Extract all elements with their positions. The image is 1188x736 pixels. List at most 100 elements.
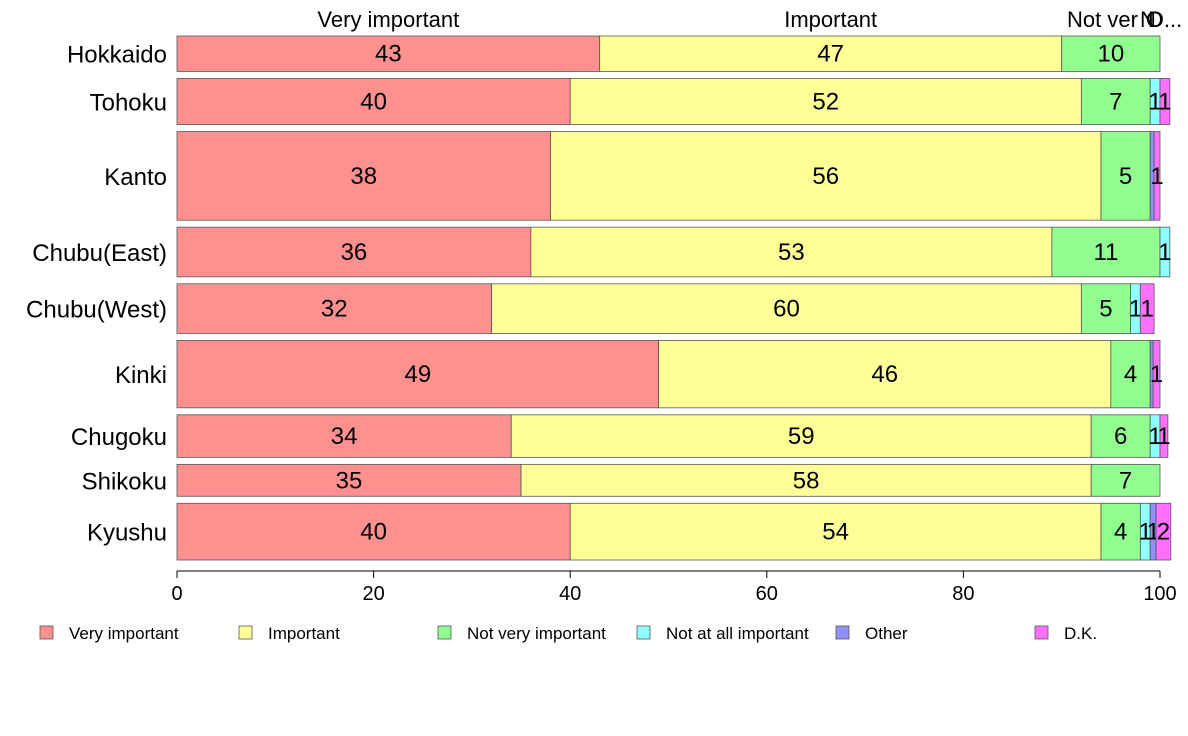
bar-chubu-east-not-very-important [1051, 226, 1161, 278]
legend: Very important Important Not very importan… [39, 624, 1097, 643]
bar-tohoku-important [569, 78, 1082, 125]
value-label-chugoku-not-at-all-important: 1 [1148, 423, 1161, 450]
category-label-chubu-east: Chubu(East) [32, 240, 167, 267]
bar-chubu-west-not-very-important [1080, 283, 1131, 334]
column-header-not-very-important: Not ver [1067, 7, 1138, 32]
category-label-hokkaido: Hokkaido [67, 42, 167, 69]
bar-tohoku-not-very-important [1080, 78, 1151, 125]
legend-swatch-not-at-all-important [636, 625, 651, 640]
column-header-not-at-all-important: N [1140, 7, 1156, 32]
column-headers: Very important Important Not ver NOD... [317, 7, 1182, 32]
legend-swatch-not-very-important [437, 625, 452, 640]
bar-kinki-not-very-important [1110, 340, 1151, 409]
value-label-chubu-east-very-important: 36 [341, 239, 368, 266]
bar-kinki-important [658, 340, 1112, 409]
category-label-tohoku: Tohoku [90, 90, 167, 117]
value-label-kinki-not-very-important: 4 [1124, 361, 1137, 388]
x-tick-label-40: 40 [559, 583, 581, 605]
value-label-kanto-not-very-important: 5 [1119, 163, 1132, 190]
x-tick-label-100: 100 [1143, 583, 1176, 605]
category-label-chugoku: Chugoku [71, 424, 167, 451]
category-labels: Hokkaido Tohoku Kanto Chubu(East) Chubu(West… [26, 42, 167, 547]
value-label-tohoku-not-at-all-important: 1 [1148, 89, 1161, 116]
value-label-kanto-important: 56 [812, 163, 839, 190]
legend-swatch-important [238, 625, 253, 640]
legend-swatch-other [835, 625, 850, 640]
x-tick-label-0: 0 [171, 583, 182, 605]
value-label-chubu-east-important: 53 [778, 239, 805, 266]
bar-kyushu-d-k [1155, 502, 1172, 561]
category-label-chubu-west: Chubu(West) [26, 297, 167, 324]
bar-kyushu-not-very-important [1100, 502, 1141, 561]
legend-label-not-at-all-important: Not at all important [666, 624, 809, 643]
category-label-kyushu: Kyushu [87, 520, 167, 547]
value-label-kanto-very-important: 38 [350, 163, 377, 190]
value-label-kyushu-very-important: 40 [360, 519, 387, 546]
bar-chubu-west-important [491, 283, 1082, 334]
bar-kanto-important [550, 131, 1102, 221]
bar-tohoku-very-important [176, 78, 571, 125]
value-label-chubu-west-not-at-all-important: 1 [1129, 296, 1142, 323]
category-label-kinki: Kinki [115, 362, 167, 389]
value-label-chubu-west-very-important: 32 [321, 296, 348, 323]
value-label-shikoku-not-very-important: 7 [1119, 467, 1132, 494]
value-label-kinki-very-important: 49 [404, 361, 431, 388]
value-label-tohoku-d-k: 1 [1158, 89, 1171, 116]
bar-chubu-east-not-at-all-important [1159, 226, 1171, 278]
value-label-kinki-important: 46 [871, 361, 898, 388]
bar-kinki-very-important [176, 340, 660, 409]
bar-hokkaido-not-very-important [1061, 35, 1161, 72]
category-label-shikoku: Shikoku [82, 468, 167, 495]
value-label-chugoku-important: 59 [788, 423, 815, 450]
value-label-kanto-d-k: 1 [1150, 163, 1163, 190]
bar-kyushu-very-important [176, 502, 571, 561]
value-label-tohoku-important: 52 [812, 89, 839, 116]
value-label-chubu-east-not-at-all-important: 1 [1158, 239, 1171, 266]
legend-swatch-very-important [39, 625, 54, 640]
bar-kinki-d-k [1152, 340, 1161, 409]
bar-chubu-west-very-important [176, 283, 492, 334]
value-label-chugoku-very-important: 34 [331, 423, 358, 450]
legend-label-other: Other [865, 624, 908, 643]
legend-label-d-k: D.K. [1064, 624, 1097, 643]
value-label-kyushu-not-at-all-important: 1 [1139, 519, 1152, 546]
bar-tohoku-d-k [1159, 78, 1171, 125]
bar-chugoku-important [510, 414, 1092, 458]
bar-hokkaido-very-important [176, 35, 601, 72]
value-label-kyushu-d-k: 2 [1157, 519, 1170, 546]
bar-chubu-east-important [530, 226, 1053, 278]
value-label-chubu-west-not-very-important: 5 [1099, 296, 1112, 323]
column-header-very-important: Very important [317, 7, 459, 32]
column-header-d-k: D... [1148, 7, 1182, 32]
legend-label-very-important: Very important [69, 624, 179, 643]
bar-kanto-d-k [1153, 131, 1161, 221]
category-label-kanto: Kanto [104, 164, 167, 191]
value-label-tohoku-very-important: 40 [360, 89, 387, 116]
value-label-chubu-east-not-very-important: 11 [1093, 239, 1118, 266]
bar-chubu-west-d-k [1139, 283, 1155, 334]
value-label-chubu-west-d-k: 1 [1141, 296, 1154, 323]
legend-label-not-very-important: Not very important [467, 624, 606, 643]
value-label-shikoku-very-important: 35 [336, 467, 363, 494]
value-label-kyushu-important: 54 [822, 519, 849, 546]
value-label-hokkaido-important: 47 [817, 41, 844, 68]
bar-shikoku-not-very-important [1090, 463, 1161, 497]
bar-kanto-not-very-important [1100, 131, 1151, 221]
bar-chubu-east-very-important [176, 226, 532, 278]
value-label-chugoku-not-very-important: 6 [1114, 423, 1127, 450]
column-header-important: Important [784, 7, 877, 32]
value-label-chubu-west-important: 60 [773, 296, 800, 323]
value-label-tohoku-not-very-important: 7 [1109, 89, 1122, 116]
legend-label-important: Important [268, 624, 340, 643]
value-label-shikoku-important: 58 [793, 467, 820, 494]
x-axis: 0 20 40 60 80 100 [171, 570, 1177, 605]
value-label-hokkaido-not-very-important: 10 [1097, 41, 1124, 68]
value-label-chugoku-d-k: 1 [1157, 423, 1170, 450]
legend-swatch-d-k [1034, 625, 1049, 640]
value-label-hokkaido-very-important: 43 [375, 41, 402, 68]
bar-chugoku-not-very-important [1090, 414, 1151, 458]
x-tick-label-80: 80 [952, 583, 974, 605]
value-label-kinki-d-k: 1 [1150, 361, 1163, 388]
